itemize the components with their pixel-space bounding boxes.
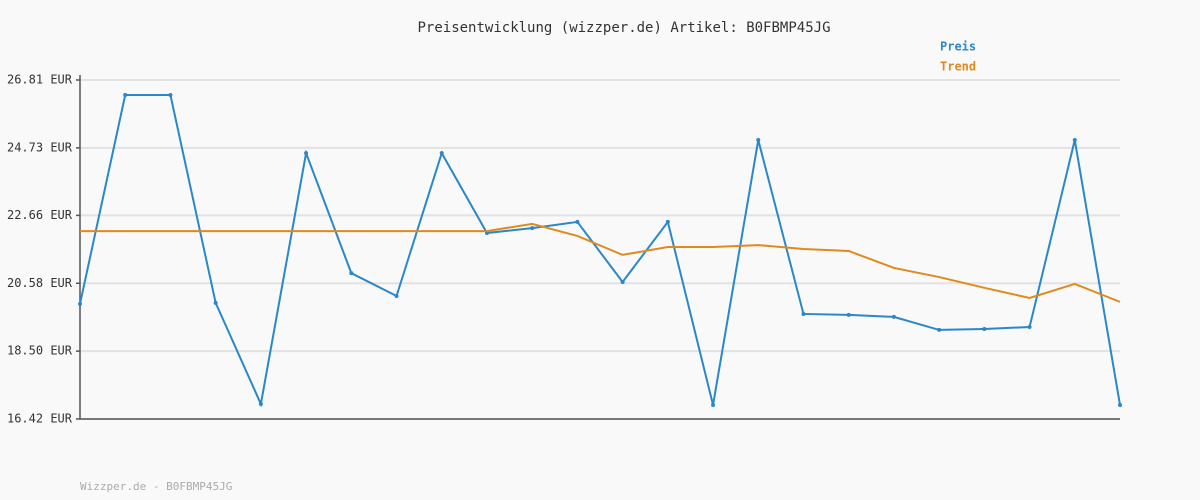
- chart-title: Preisentwicklung (wizzper.de) Artikel: B…: [417, 20, 830, 36]
- data-point: [1118, 402, 1122, 407]
- data-point: [304, 151, 309, 156]
- data-point: [756, 138, 761, 143]
- data-point: [1072, 138, 1077, 143]
- y-tick-label: 24.73 EUR: [7, 140, 73, 154]
- data-point: [123, 93, 128, 98]
- data-point: [1027, 324, 1032, 329]
- data-point: [711, 402, 716, 407]
- series-line: [80, 222, 1121, 303]
- data-point: [937, 327, 942, 332]
- data-point: [575, 219, 580, 224]
- data-point: [439, 151, 444, 156]
- data-point: [620, 279, 625, 284]
- footer: Wizzper.de - B0FBMP45JG: [80, 480, 232, 493]
- data-point: [349, 271, 354, 276]
- data-point: [665, 219, 670, 224]
- data-point: [530, 226, 535, 231]
- legend-label: Preis: [940, 40, 976, 54]
- y-tick-label: 18.50 EUR: [7, 344, 73, 358]
- data-point: [394, 293, 399, 298]
- data-point: [891, 314, 896, 319]
- y-tick-label: 16.42 EUR: [7, 412, 73, 426]
- data-point: [258, 401, 263, 406]
- y-tick-label: 22.66 EUR: [7, 208, 73, 222]
- y-tick-label: 20.58 EUR: [7, 276, 73, 290]
- legend-label: Trend: [940, 60, 976, 74]
- data-point: [78, 301, 82, 306]
- data-point: [982, 326, 987, 331]
- y-tick-label: 26.81 EUR: [7, 73, 73, 87]
- data-point: [801, 311, 806, 316]
- data-point: [846, 312, 851, 317]
- data-point: [168, 93, 173, 98]
- data-point: [213, 300, 218, 305]
- series-line: [79, 94, 1121, 408]
